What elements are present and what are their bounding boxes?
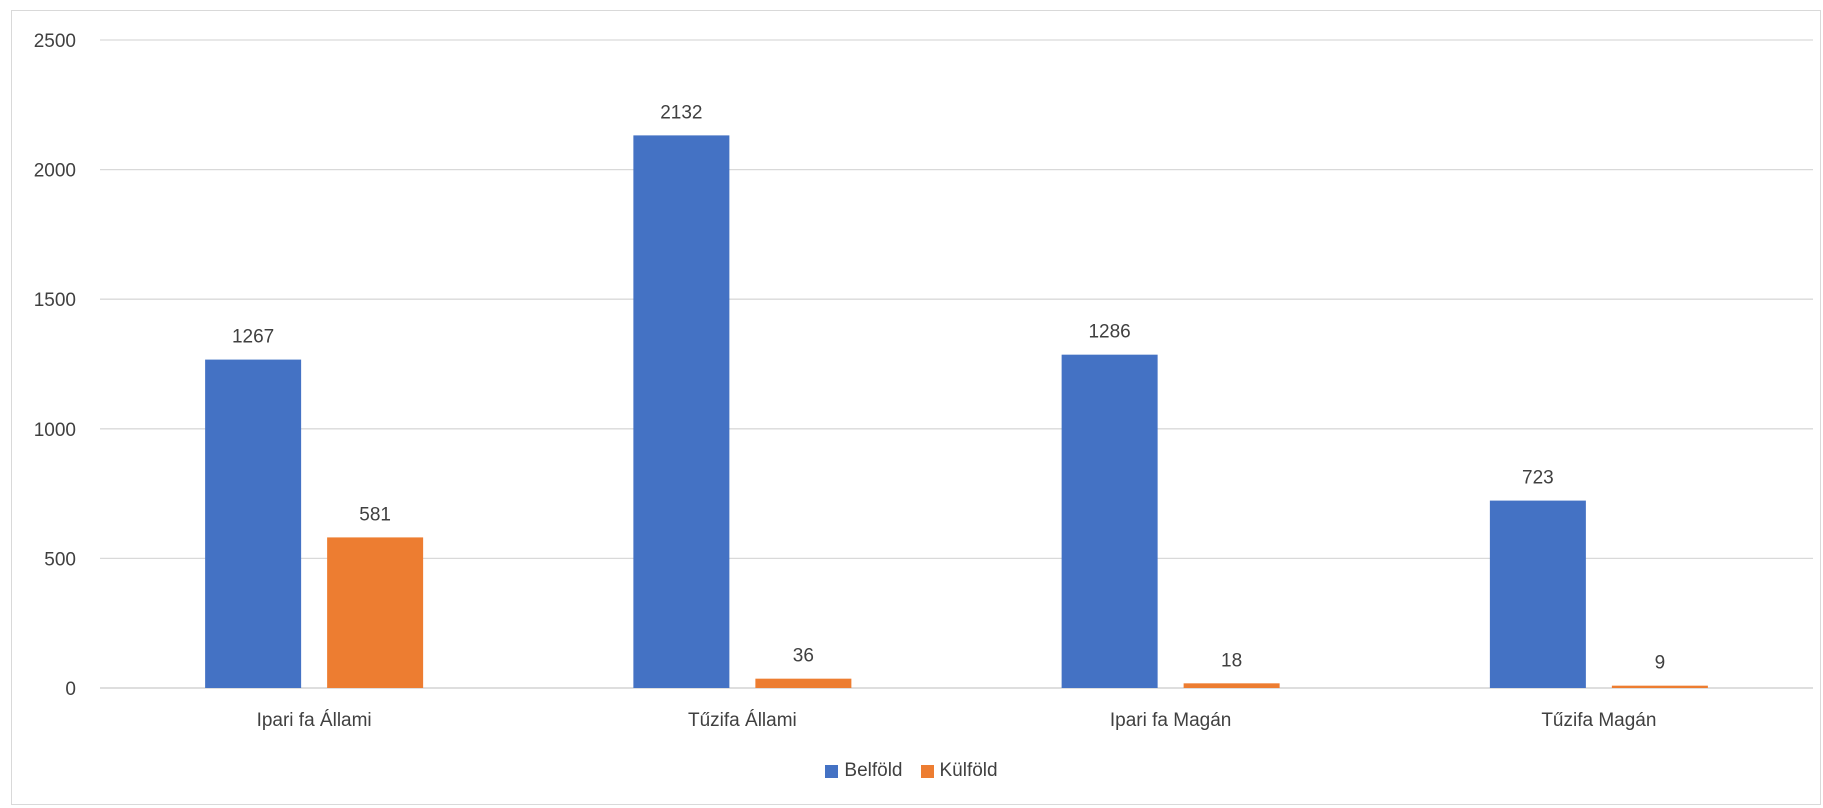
data-label: 581 (359, 504, 391, 525)
legend-item-belfold: Belföld (825, 760, 903, 782)
legend-label-belfold: Belföld (844, 760, 903, 781)
data-label: 9 (1655, 653, 1666, 674)
y-tick-label: 1500 (34, 290, 76, 311)
data-label: 1267 (232, 327, 274, 348)
data-label: 18 (1221, 650, 1242, 671)
legend-swatch-belfold (825, 764, 839, 778)
data-label: 2132 (660, 102, 702, 123)
data-label: 1286 (1088, 322, 1130, 343)
legend-label-kulfold: Külföld (939, 760, 998, 781)
bar (755, 678, 852, 688)
data-label: 36 (793, 646, 814, 667)
bar (327, 537, 424, 688)
bar (1061, 354, 1158, 688)
data-label: 723 (1522, 468, 1554, 489)
x-tick-label: Ipari fa Magán (1110, 710, 1231, 731)
chart-frame (11, 10, 1821, 805)
y-tick-label: 500 (44, 549, 76, 570)
bar (1611, 685, 1708, 688)
y-tick-label: 1000 (34, 420, 76, 441)
bar (1489, 500, 1586, 688)
bar (205, 359, 302, 688)
x-tick-label: Tűzifa Állami (688, 710, 797, 731)
y-tick-label: 0 (65, 679, 76, 700)
y-tick-label: 2500 (34, 31, 76, 52)
legend-swatch-kulfold (920, 764, 934, 778)
x-tick-label: Tűzifa Magán (1541, 710, 1656, 731)
legend-item-kulfold: Külföld (920, 760, 998, 782)
bar (633, 135, 730, 688)
x-tick-label: Ipari fa Állami (257, 710, 372, 731)
bar (1183, 683, 1280, 688)
y-tick-label: 2000 (34, 161, 76, 182)
legend: Belföld Külföld (0, 760, 1823, 782)
